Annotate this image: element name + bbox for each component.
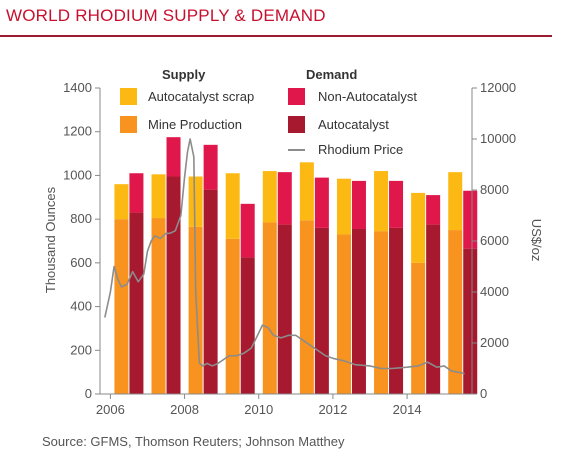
y2-tick-label-4000: 4000 (480, 284, 509, 299)
legend-label-autocatalyst: Autocatalyst (318, 117, 389, 132)
bar-autocatalyst-2008 (203, 189, 218, 394)
y-tick-label-1200: 1200 (63, 124, 92, 139)
legend-label-autocatalyst-scrap: Autocatalyst scrap (148, 89, 254, 104)
bar-autocatalyst-scrap-2014 (411, 192, 426, 263)
legend-label-rhodium-price: Rhodium Price (318, 142, 403, 157)
bar-mine-production-2014 (411, 262, 426, 394)
y-tick-label-1000: 1000 (63, 167, 92, 182)
bar-non-autocatalyst-2006 (129, 173, 144, 213)
price-line-layer (104, 138, 465, 375)
rhodium-price-line (104, 138, 465, 375)
y2-tick-label-12000: 12000 (480, 80, 516, 95)
bar-mine-production-2006 (114, 219, 129, 394)
bar-autocatalyst-scrap-2009 (225, 173, 240, 239)
bar-non-autocatalyst-2012 (351, 180, 366, 229)
bar-mine-production-2011 (299, 220, 314, 394)
bar-autocatalyst-scrap-2007 (151, 174, 166, 219)
bar-mine-production-2010 (262, 222, 277, 394)
bar-autocatalyst-scrap-2008 (188, 176, 203, 227)
y2-tick-label-8000: 8000 (480, 182, 509, 197)
bar-autocatalyst-scrap-2013 (374, 171, 389, 232)
x-tick-label-2010: 2010 (244, 402, 273, 417)
y2-axis-label: US$/oz (529, 219, 544, 262)
bar-non-autocatalyst-2007 (166, 137, 181, 177)
y2-tick-label-2000: 2000 (480, 335, 509, 350)
bar-autocatalyst-2009 (240, 257, 255, 394)
bar-autocatalyst-2011 (314, 227, 329, 394)
bar-non-autocatalyst-2011 (314, 177, 329, 228)
bar-mine-production-2013 (374, 231, 389, 394)
x-tick-label-2014: 2014 (393, 402, 422, 417)
y-axis-label: Thousand Ounces (43, 186, 58, 293)
bar-mine-production-2007 (151, 218, 166, 394)
bar-autocatalyst-scrap-2010 (262, 171, 277, 223)
bar-autocatalyst-scrap-2006 (114, 184, 129, 220)
bars-layer (114, 137, 478, 394)
y-tick-label-1400: 1400 (63, 80, 92, 95)
bar-non-autocatalyst-2014 (426, 195, 441, 225)
bar-autocatalyst-2010 (277, 224, 292, 394)
legend-label-non-autocatalyst: Non-Autocatalyst (318, 89, 417, 104)
y2-tick-label-6000: 6000 (480, 233, 509, 248)
ticks-layer: 0 200 400 600 800 1000 1200 1400 0 2000 4000 6000 80… (63, 80, 516, 417)
source-note: Source: GFMS, Thomson Reuters; Johnson M… (42, 434, 345, 449)
bar-mine-production-2015 (448, 230, 463, 394)
x-tick-label-2006: 2006 (96, 402, 125, 417)
y-tick-label-600: 600 (70, 255, 92, 270)
legend-label-mine-production: Mine Production (148, 117, 242, 132)
y-tick-label-200: 200 (70, 342, 92, 357)
bar-autocatalyst-2007 (166, 176, 181, 394)
x-tick-label-2012: 2012 (318, 402, 347, 417)
bar-non-autocatalyst-2015 (463, 190, 478, 249)
legend-heading-supply: Supply (162, 67, 206, 82)
bar-autocatalyst-2012 (351, 228, 366, 394)
y-tick-label-0: 0 (85, 386, 92, 401)
y-tick-label-800: 800 (70, 211, 92, 226)
bar-mine-production-2012 (336, 234, 351, 394)
bar-mine-production-2009 (225, 238, 240, 394)
bar-autocatalyst-2006 (129, 212, 144, 394)
bar-non-autocatalyst-2010 (277, 172, 292, 225)
bar-autocatalyst-scrap-2012 (336, 178, 351, 235)
y-tick-label-400: 400 (70, 299, 92, 314)
legend-swatch-autocatalyst (288, 116, 305, 133)
legend-swatch-autocatalyst-scrap (120, 88, 137, 105)
bar-non-autocatalyst-2009 (240, 203, 255, 258)
bar-autocatalyst-2013 (389, 227, 404, 394)
bar-non-autocatalyst-2013 (389, 180, 404, 228)
title-divider (0, 35, 552, 37)
chart-title: WORLD RHODIUM SUPPLY & DEMAND (6, 6, 326, 25)
bar-autocatalyst-scrap-2011 (299, 162, 314, 221)
legend: Supply Demand Autocatalyst scrap Mine Pr… (120, 67, 417, 157)
x-tick-label-2008: 2008 (170, 402, 199, 417)
y2-tick-label-0: 0 (480, 386, 487, 401)
legend-swatch-mine-production (120, 116, 137, 133)
legend-heading-demand: Demand (306, 67, 357, 82)
bar-autocatalyst-scrap-2015 (448, 172, 463, 231)
legend-swatch-non-autocatalyst (288, 88, 305, 105)
bar-autocatalyst-2015 (463, 248, 478, 394)
bar-non-autocatalyst-2008 (203, 144, 218, 190)
bar-autocatalyst-2014 (426, 224, 441, 394)
y2-tick-label-10000: 10000 (480, 131, 516, 146)
